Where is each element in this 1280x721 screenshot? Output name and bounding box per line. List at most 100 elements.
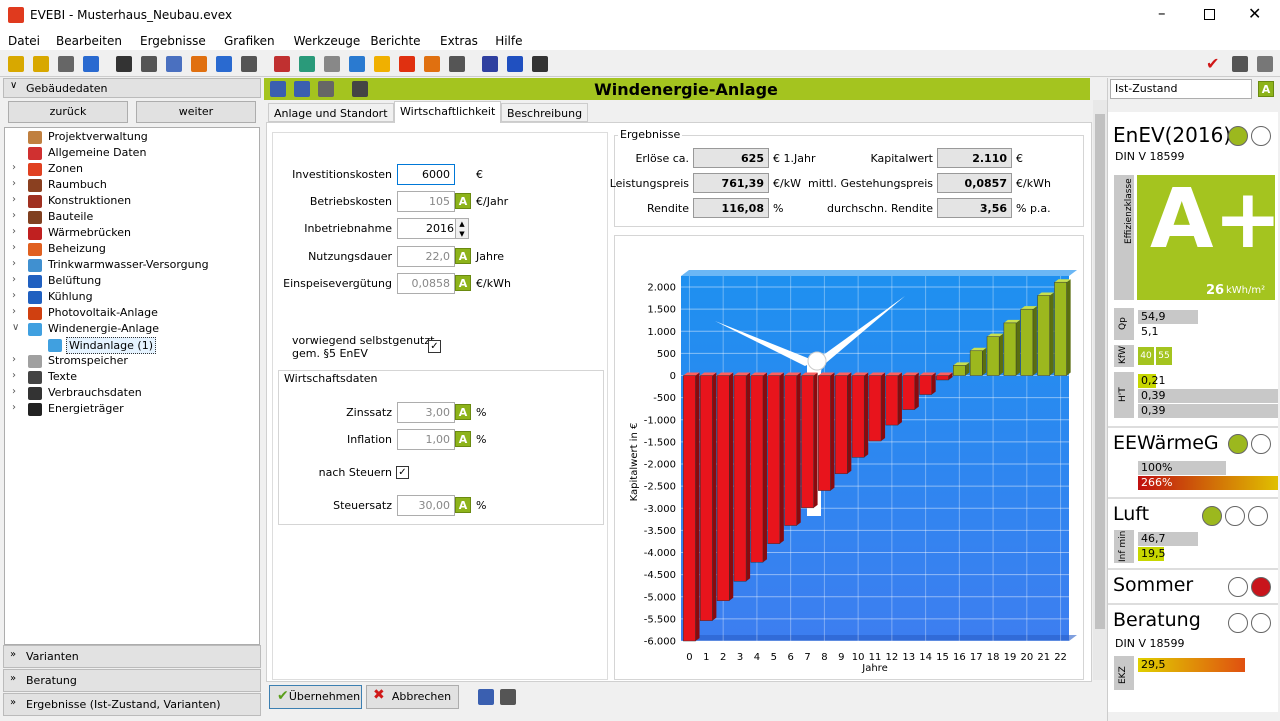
tree-expander[interactable]: › (12, 194, 16, 205)
field-input[interactable]: 1,00 (397, 429, 455, 450)
tree-expander[interactable]: › (12, 354, 16, 365)
toolbar-icon[interactable] (1257, 56, 1273, 72)
toolbar-icon[interactable] (324, 56, 340, 72)
tree-item[interactable]: Windenergie-Anlage (48, 322, 160, 335)
menu-item[interactable]: Ergebnisse (140, 34, 206, 48)
field-input[interactable]: 0,0858 (397, 273, 455, 294)
tree-expander[interactable]: › (12, 226, 16, 237)
toolbar-icon[interactable] (349, 56, 365, 72)
toolbar-icon[interactable] (116, 56, 132, 72)
tree-item[interactable]: Kühlung (48, 290, 93, 303)
checkbox[interactable]: ✓ (396, 466, 409, 479)
toolbar-icon[interactable] (507, 56, 523, 72)
tree-item[interactable]: Trinkwarmwasser-Versorgung (48, 258, 209, 271)
auto-button[interactable]: A (455, 431, 471, 447)
tool-icon[interactable] (318, 81, 334, 97)
tree-expander[interactable]: › (12, 386, 16, 397)
next-button[interactable]: weiter (136, 101, 256, 123)
menu-item[interactable]: Grafiken (224, 34, 275, 48)
toolbar-icon[interactable] (399, 56, 415, 72)
toolbar-icon[interactable] (58, 56, 74, 72)
toolbar-icon[interactable] (191, 56, 207, 72)
tab[interactable]: Anlage und Standort (268, 103, 394, 122)
toolbar-icon[interactable] (216, 56, 232, 72)
auto-button[interactable]: A (455, 497, 471, 513)
toolbar-icon[interactable] (299, 56, 315, 72)
menu-item[interactable]: Berichte (370, 34, 421, 48)
tree-expander[interactable]: › (12, 290, 16, 301)
toolbar-icon[interactable] (482, 56, 498, 72)
mode-select[interactable]: Ist-Zustand (1110, 79, 1252, 99)
field-input[interactable]: 105 (397, 191, 455, 212)
field-input[interactable]: 3,00 (397, 402, 455, 423)
tree-item[interactable]: Wärmebrücken (48, 226, 131, 239)
toolbar-icon[interactable] (532, 56, 548, 72)
auto-button[interactable]: A (455, 248, 471, 264)
tree-item[interactable]: Allgemeine Daten (48, 146, 147, 159)
toolbar-icon[interactable] (1232, 56, 1248, 72)
tree-item[interactable]: Belüftung (48, 274, 102, 287)
tab[interactable]: Wirtschaftlichkeit (394, 101, 502, 123)
field-input[interactable]: 6000 (397, 164, 455, 185)
menu-item[interactable]: Datei (8, 34, 41, 48)
close[interactable]: ✕ (1248, 4, 1262, 23)
toolbar-icon[interactable] (166, 56, 182, 72)
tree-item[interactable]: Projektverwaltung (48, 130, 148, 143)
menu-item[interactable]: Hilfe (495, 34, 523, 48)
tree-expander[interactable]: › (12, 242, 16, 253)
toolbar-icon[interactable] (8, 56, 24, 72)
tree-item[interactable]: Bauteile (48, 210, 94, 223)
toolbar-icon[interactable] (424, 56, 440, 72)
tree-item[interactable]: Beheizung (48, 242, 106, 255)
view-icon[interactable] (500, 689, 516, 705)
spin-button[interactable]: ▲ ▼ (455, 218, 469, 239)
tree-item[interactable]: Verbrauchsdaten (48, 386, 142, 399)
tree-item[interactable]: Raumbuch (48, 178, 107, 191)
tree-expander[interactable]: › (12, 210, 16, 221)
footer-section[interactable]: Beratung (3, 669, 261, 692)
tree-expander[interactable]: › (12, 258, 16, 269)
toolbar-icon[interactable] (274, 56, 290, 72)
toolbar-icon[interactable] (449, 56, 465, 72)
tree-expander[interactable]: › (12, 370, 16, 381)
toolbar-icon[interactable]: ✔ (1206, 54, 1220, 73)
tree-expander[interactable]: › (12, 274, 16, 285)
tree-item[interactable]: Stromspeicher (48, 354, 128, 367)
apply-button[interactable]: Übernehmen (269, 685, 362, 709)
field-input[interactable]: 30,00 (397, 495, 455, 516)
tree-expander[interactable]: › (12, 402, 16, 413)
tool-icon[interactable] (294, 81, 310, 97)
maximize[interactable] (1204, 9, 1215, 20)
tool-icon[interactable] (352, 81, 368, 97)
tree-expander[interactable]: › (12, 306, 16, 317)
field-input[interactable]: 22,0 (397, 246, 455, 267)
tree-item[interactable]: Energieträger (48, 402, 124, 415)
footer-section[interactable]: Varianten (3, 645, 261, 668)
tree-expander[interactable]: › (12, 178, 16, 189)
tool-icon[interactable] (270, 81, 286, 97)
toolbar-icon[interactable] (83, 56, 99, 72)
menu-item[interactable]: Werkzeuge (293, 34, 361, 48)
back-button[interactable]: zurück (8, 101, 128, 123)
field-input[interactable]: 2016 (397, 218, 459, 239)
minimize[interactable]: – (1158, 4, 1166, 22)
toolbar-icon[interactable] (141, 56, 157, 72)
auto-button[interactable]: A (455, 275, 471, 291)
tree-item[interactable]: Photovoltaik-Anlage (48, 306, 158, 319)
checkbox[interactable]: ✓ (428, 340, 441, 353)
tree-item[interactable]: Windanlage (1) (66, 337, 156, 354)
tree-item[interactable]: Konstruktionen (48, 194, 132, 207)
auto-button[interactable]: A (455, 193, 471, 209)
tree-item[interactable]: Zonen (48, 162, 83, 175)
toolbar-icon[interactable] (241, 56, 257, 72)
tree-expander[interactable]: ∨ (12, 322, 20, 333)
footer-section[interactable]: Ergebnisse (Ist-Zustand, Varianten) (3, 693, 261, 716)
scrollbar[interactable] (1093, 100, 1107, 680)
cancel-button[interactable]: Abbrechen (366, 685, 459, 709)
menu-item[interactable]: Extras (440, 34, 478, 48)
menu-item[interactable]: Bearbeiten (56, 34, 122, 48)
view-icon[interactable] (478, 689, 494, 705)
panel-header[interactable]: Gebäudedaten (3, 78, 261, 98)
toolbar-icon[interactable] (33, 56, 49, 72)
tab[interactable]: Beschreibung (501, 103, 589, 122)
